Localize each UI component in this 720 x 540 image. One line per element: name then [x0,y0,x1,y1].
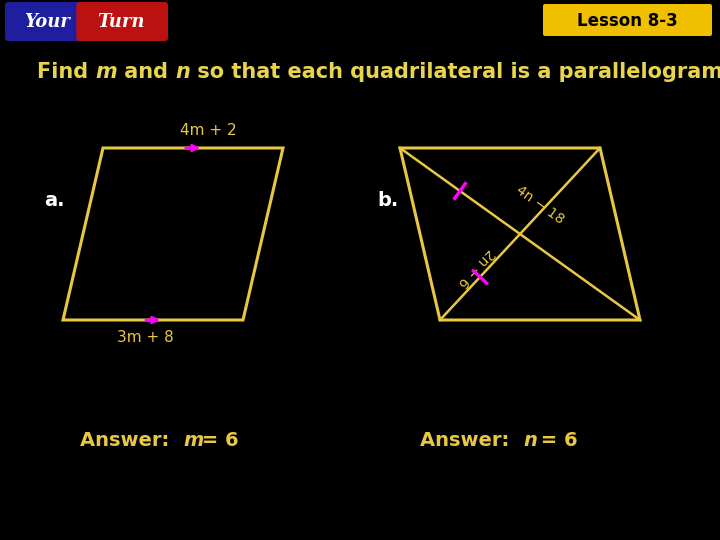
Text: 4n − 18: 4n − 18 [513,183,567,227]
Text: Answer:: Answer: [420,430,523,449]
FancyBboxPatch shape [5,2,86,41]
Text: = 6: = 6 [195,430,238,449]
Text: Find: Find [37,62,95,82]
Text: m: m [183,430,203,449]
Text: Your: Your [24,13,70,31]
Text: 2n − 6: 2n − 6 [455,246,497,290]
Text: m: m [95,62,117,82]
Text: 4m + 2: 4m + 2 [180,123,236,138]
FancyBboxPatch shape [76,2,168,41]
Text: 3m + 8: 3m + 8 [117,330,174,345]
Text: Turn: Turn [97,13,145,31]
Text: Answer:: Answer: [80,430,183,449]
Text: Lesson 8-3: Lesson 8-3 [577,12,678,30]
Text: and: and [117,62,176,82]
Text: b.: b. [377,191,398,210]
Text: a.: a. [44,191,65,210]
FancyBboxPatch shape [543,4,712,36]
Text: so that each quadrilateral is a parallelogram.: so that each quadrilateral is a parallel… [190,62,720,82]
Text: n: n [523,430,537,449]
Text: n: n [176,62,190,82]
Text: = 6: = 6 [534,430,577,449]
